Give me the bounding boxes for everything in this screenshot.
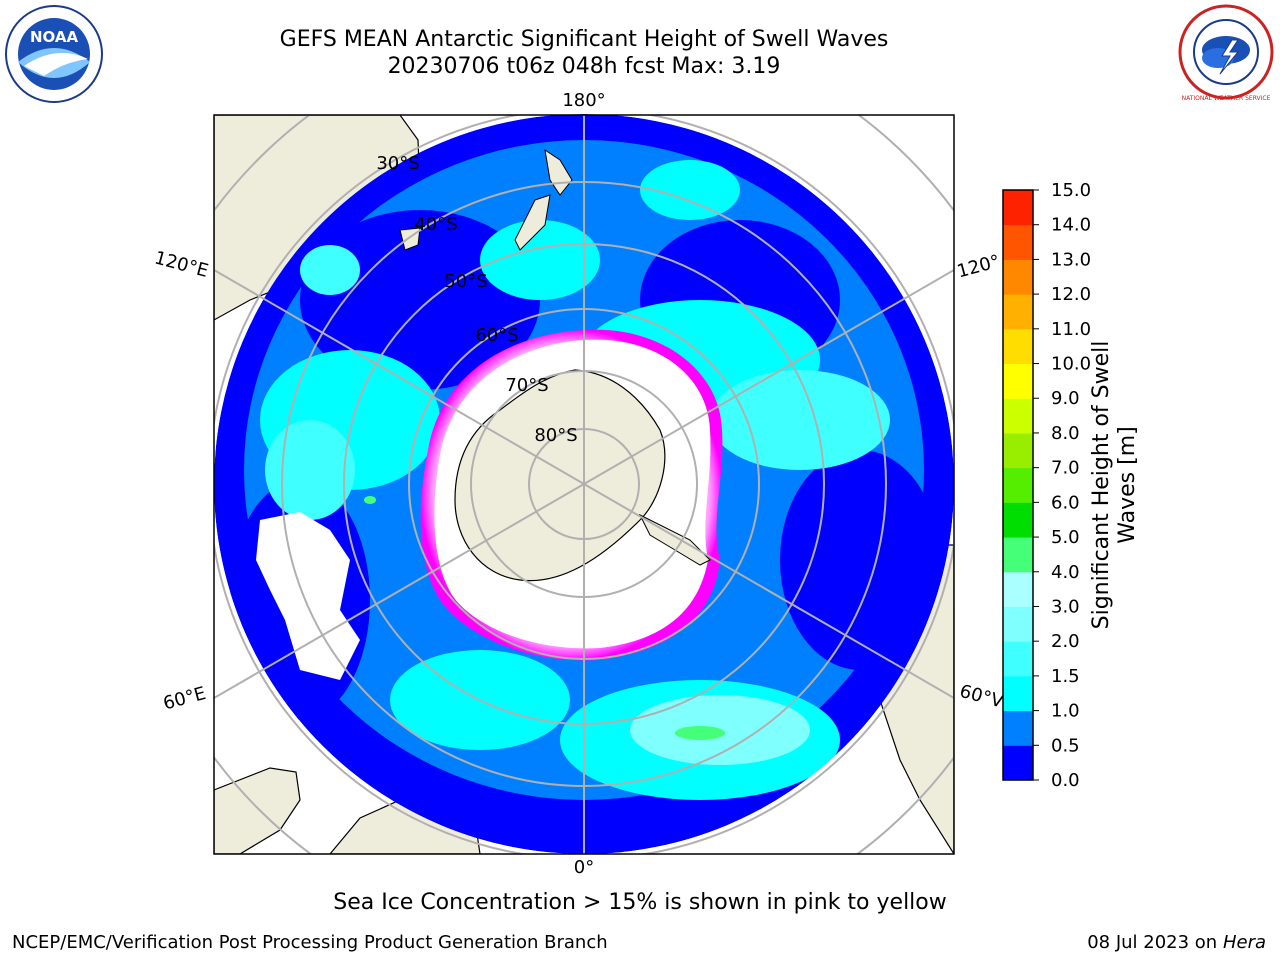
colorbar-swatch	[1003, 328, 1033, 365]
noaa-logo-text: NOAA	[30, 28, 79, 46]
colorbar-swatch	[1003, 606, 1033, 642]
colorbar-swatch	[1003, 363, 1033, 399]
colorbar-tick-label: 4.0	[1051, 562, 1080, 583]
lat-label-50s: 50°S	[444, 271, 487, 292]
colorbar-tick-label: 7.0	[1051, 458, 1080, 479]
colorbar-tick-label: 12.0	[1051, 284, 1091, 305]
colorbar-swatch	[1003, 537, 1033, 573]
colorbar-tick-label: 5.0	[1051, 527, 1080, 548]
lat-label-40s: 40°S	[414, 214, 457, 235]
colorbar-tick-label: 1.0	[1051, 701, 1080, 722]
footer-host: Hera	[1222, 932, 1266, 953]
chart-subtitle: 20230706 t06z 048h fcst Max: 3.19	[387, 54, 781, 79]
colorbar-swatch	[1003, 398, 1033, 434]
colorbar-swatch	[1003, 190, 1033, 226]
lat-label-60s: 60°S	[475, 325, 518, 346]
colorbar-label-line2: Waves [m]	[1115, 426, 1140, 544]
colorbar-swatch	[1003, 641, 1033, 677]
sea-ice-caption: Sea Ice Concentration > 15% is shown in …	[333, 890, 947, 915]
colorbar-tick-label: 13.0	[1051, 249, 1091, 270]
colorbar-swatch	[1003, 675, 1033, 712]
lon-label-right-lower: 60°V	[957, 681, 1006, 713]
colorbar-swatch	[1003, 502, 1033, 538]
colorbar: 0.0 0.5 1.0 1.5 2.0 3.0 4.0 5.0 6.0 7.0 8.0 9.0 10.0…	[1002, 180, 1091, 791]
graticule	[214, 115, 954, 854]
footer-credit: NCEP/EMC/Verification Post Processing Pr…	[12, 932, 608, 953]
colorbar-swatch	[1003, 467, 1033, 503]
colorbar-tick-label: 8.0	[1051, 423, 1080, 444]
map-frame	[213, 114, 955, 855]
colorbar-swatch	[1003, 294, 1033, 330]
footer-date-text: 08 Jul 2023 on	[1087, 932, 1223, 953]
chart-title: GEFS MEAN Antarctic Significant Height o…	[279, 27, 889, 52]
colorbar-frame	[1002, 189, 1034, 781]
lon-label-bottom: 0°	[574, 857, 594, 878]
colorbar-swatch	[1003, 745, 1033, 781]
lon-label-left-upper: 120°E	[152, 247, 210, 281]
colorbar-tick-label: 0.0	[1051, 770, 1080, 791]
colorbar-label-line1: Significant Height of Swell	[1089, 340, 1114, 630]
lon-label-right-upper: 120°	[955, 251, 1002, 283]
footer-date: 08 Jul 2023 on Hera	[1087, 932, 1266, 953]
colorbar-tick-label: 3.0	[1051, 596, 1080, 617]
colorbar-tick-label: 15.0	[1051, 180, 1091, 201]
colorbar-swatch	[1003, 259, 1033, 295]
colorbar-swatch	[1003, 571, 1033, 607]
colorbar-tick-label: 0.5	[1051, 735, 1080, 756]
colorbar-tick-label: 10.0	[1051, 354, 1091, 375]
nws-logo-text: NATIONAL WEATHER SERVICE	[1182, 95, 1271, 102]
colorbar-swatch	[1003, 710, 1033, 746]
lat-label-30s: 30°S	[376, 153, 419, 174]
colorbar-tick-label: 14.0	[1051, 215, 1091, 236]
colorbar-tick-label: 9.0	[1051, 388, 1080, 409]
colorbar-tick-label: 2.0	[1051, 631, 1080, 652]
nws-logo-icon: NATIONAL WEATHER SERVICE	[1176, 2, 1276, 102]
lon-label-top: 180°	[562, 90, 605, 111]
lat-label-80s: 80°S	[534, 425, 577, 446]
colorbar-swatch	[1003, 432, 1033, 469]
lat-label-70s: 70°S	[505, 375, 548, 396]
colorbar-tick-label: 1.5	[1051, 666, 1080, 687]
colorbar-tick-label: 6.0	[1051, 492, 1080, 513]
noaa-logo-icon: NOAA	[4, 4, 104, 104]
colorbar-swatch	[1003, 224, 1033, 260]
lon-label-left-lower: 60°E	[161, 683, 208, 714]
colorbar-tick-label: 11.0	[1051, 319, 1091, 340]
